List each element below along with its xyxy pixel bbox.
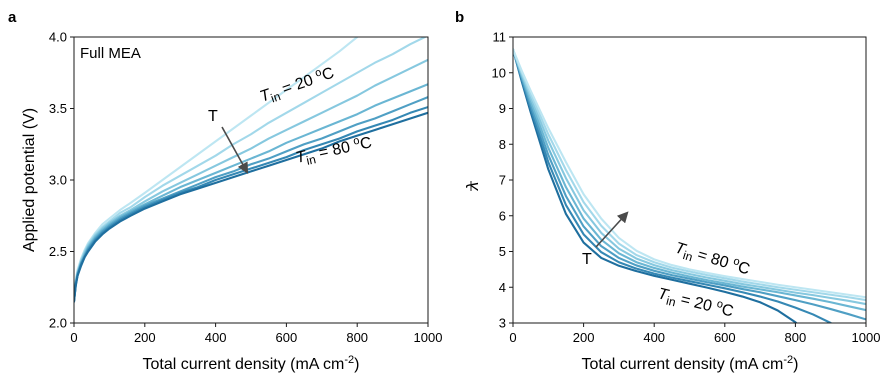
panel-letter-b: b [455,9,464,26]
panel-letter-a: a [8,9,17,26]
panel-b-series-line-3 [513,48,866,321]
panel-a-series-line-7 [74,111,428,303]
panel-b-series-line-2 [513,48,833,323]
panel-b-series-line-6 [513,48,866,302]
panel-b-x-tick-label: 200 [573,330,595,345]
panel-b-x-tick-label: 0 [509,330,516,345]
panel-a-annotation-top: Tin = 20 oC [257,63,337,109]
panel-b-y-tick-label: 6 [499,208,506,223]
panel-a-x-tick-label: 0 [70,330,77,345]
panel-a-x-tick-label: 400 [205,330,227,345]
panel-a-inset-label: Full MEA [80,45,141,62]
panel-b-x-tick-label: 800 [785,330,807,345]
panel-a-x-tick-label: 800 [346,330,368,345]
panel-b-y-tick-label: 4 [499,280,506,295]
panel-b-x-tick-label: 600 [714,330,736,345]
panel-a-y-tick-label: 4.0 [49,30,67,45]
panel-b-y-ticks: 3 4 5 6 7 8 9 10 11 [492,30,513,331]
panel-a-series [74,37,428,303]
panel-b-series [513,48,866,323]
panel-a-x-tick-label: 1000 [414,330,443,345]
panel-b-annotation-bottom: Tin = 20 oC [655,283,735,323]
panel-a-y-tick-label: 2.5 [49,244,67,259]
panel-a-temperature-arrow [221,126,249,174]
panel-a-arrow-label: T [208,108,218,125]
panel-a-annotation-bottom: Tin = 80 oC [294,132,374,170]
panel-b-y-tick-label: 11 [493,30,507,45]
panel-a-y-axis-label: Applied potential (V) [21,108,38,252]
panel-b-series-line-5 [513,48,866,306]
panel-a-x-tick-label: 600 [276,330,298,345]
panel-b-x-tick-label: 1000 [852,330,881,345]
panel-b-x-ticks: 0 200 400 600 800 1000 [509,323,880,345]
panel-b-y-tick-label: 5 [499,244,506,259]
panel-a-x-axis-label: Total current density (mA cm-2) [143,354,360,373]
panel-b-x-axis-label: Total current density (mA cm-2) [582,354,799,373]
panel-b-y-tick-label: 10 [492,65,506,80]
panel-a-y-tick-label: 2.0 [49,316,67,331]
panel-b-y-tick-label: 3 [499,316,506,331]
panel-a-series-line-3 [74,58,428,303]
panel-a: a 0 200 400 600 800 1000 2.0 2.5 3.0 3.5 4.0 Tota… [8,9,442,373]
panel-b-arrow-label: T [582,251,592,268]
panel-b-temperature-arrow [595,211,629,248]
panel-a-x-ticks: 0 200 400 600 800 1000 [70,323,442,345]
panel-b-x-tick-label: 400 [643,330,665,345]
panel-b-y-tick-label: 9 [499,101,506,116]
panel-a-series-line-5 [74,96,428,303]
panel-a-y-tick-label: 3.5 [49,101,67,116]
panel-b-series-line-7 [513,48,866,299]
panel-b-y-tick-label: 7 [499,173,506,188]
panel-b-y-axis-label: λ [463,182,482,191]
panel-b: b 0 200 400 600 800 1000 3 4 5 6 7 8 9 10 11 Total cu… [455,9,880,373]
panel-a-frame [73,36,429,324]
panel-a-y-ticks: 2.0 2.5 3.0 3.5 4.0 [49,30,74,331]
panel-b-series-line-4 [513,48,866,312]
panel-a-y-tick-label: 3.0 [49,173,67,188]
panel-b-series-line-1 [513,48,798,323]
panel-a-x-tick-label: 200 [134,330,156,345]
panel-b-y-tick-label: 8 [499,137,506,152]
